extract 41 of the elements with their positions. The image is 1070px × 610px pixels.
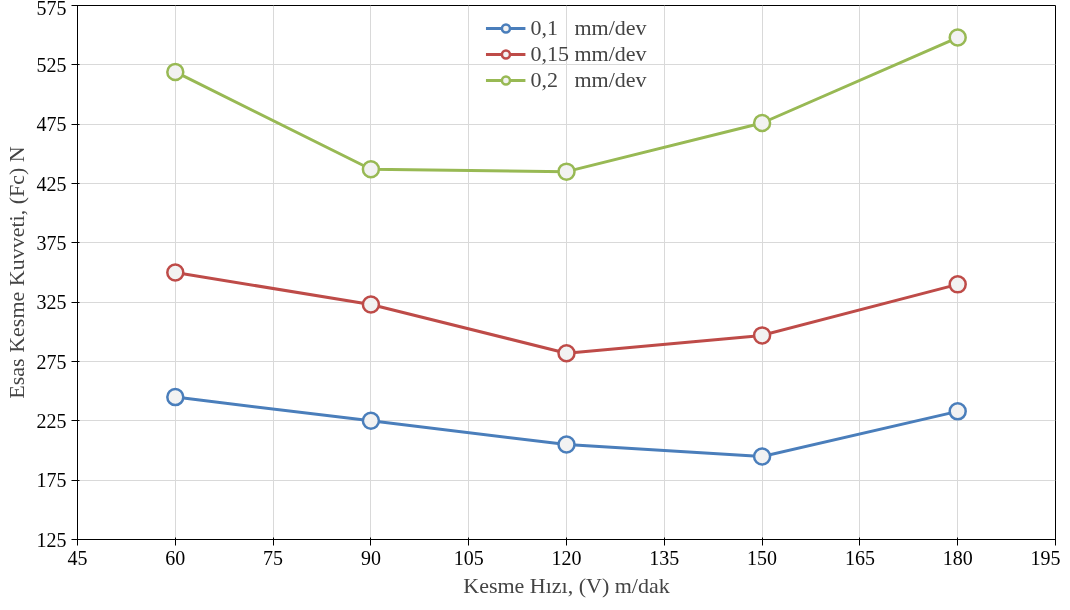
x-tick-label: 120 [551, 546, 582, 569]
point [752, 113, 772, 133]
legend-label: 0,2 mm/dev [530, 67, 647, 93]
x-tick-label: 90 [360, 546, 381, 569]
point [752, 326, 772, 345]
point [948, 275, 967, 294]
y-tick-label: 575 [36, 0, 67, 19]
x-tick-label: 105 [453, 546, 484, 569]
point [361, 160, 381, 179]
y-tick-label: 375 [36, 231, 67, 254]
x-tick-label: 165 [844, 546, 875, 569]
y-tick-label: 125 [36, 528, 67, 551]
x-tick-label: 75 [263, 546, 284, 569]
y-tick-label: 175 [36, 469, 67, 492]
point [752, 447, 772, 466]
x-tick-label: 45 [67, 546, 88, 569]
point [557, 343, 576, 363]
y-tick-label: 525 [36, 53, 67, 76]
x-tick-label: 180 [942, 546, 973, 569]
point [557, 162, 576, 181]
y-axis-title: Esas Kesme Kuvveti, (Fc) N [3, 146, 29, 399]
point [948, 28, 967, 47]
y-tick-label: 475 [36, 113, 67, 136]
point [166, 62, 185, 82]
point [166, 263, 185, 282]
y-tick-label: 425 [36, 172, 67, 195]
y-tick-label: 275 [36, 350, 67, 373]
x-tick-label: 195 [1030, 546, 1061, 569]
x-axis-title: Kesme Hızı, (V) m/dak [463, 572, 670, 598]
point [557, 435, 576, 454]
x-tick-label: 150 [747, 546, 778, 569]
legend-label: 0,15 mm/dev [530, 41, 647, 67]
legend-label: 0,1 mm/dev [530, 15, 647, 41]
x-tick-label: 135 [649, 546, 680, 569]
x-tick-label: 60 [165, 546, 186, 569]
y-tick-label: 225 [36, 409, 67, 432]
point [361, 411, 381, 431]
point [166, 387, 185, 407]
point [948, 402, 967, 421]
point [361, 295, 381, 314]
y-tick-label: 325 [36, 291, 67, 314]
